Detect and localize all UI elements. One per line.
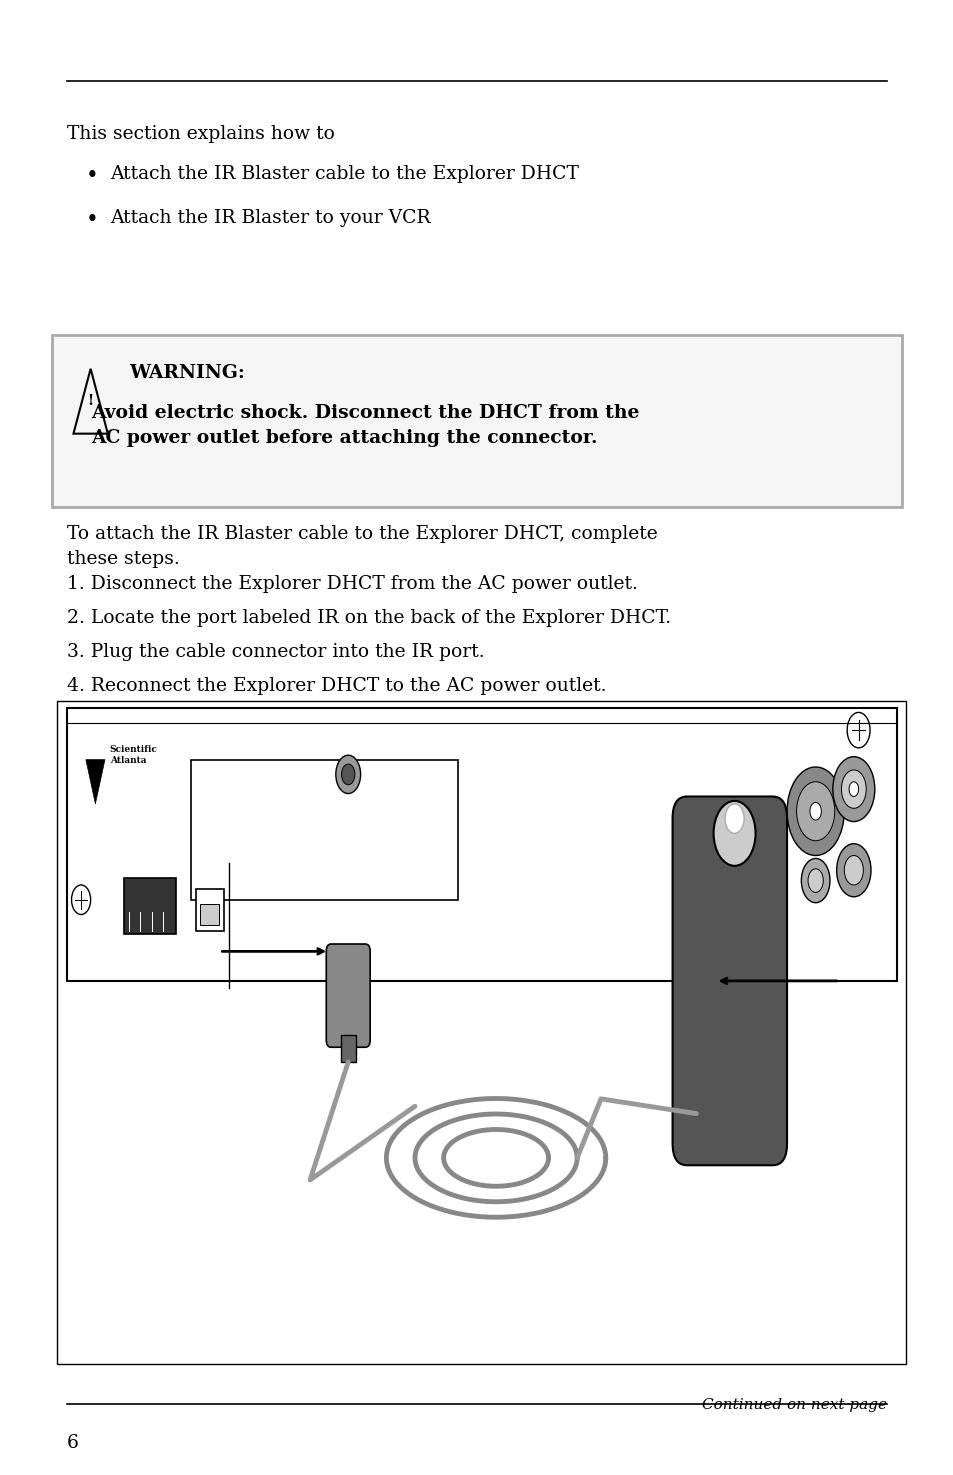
Circle shape [836, 844, 870, 897]
Text: Attach the IR Blaster to your VCR: Attach the IR Blaster to your VCR [110, 209, 430, 227]
Circle shape [724, 804, 743, 833]
Circle shape [848, 782, 858, 796]
Bar [57, 701, 905, 1364]
Circle shape [807, 869, 822, 892]
Text: Attach the IR Blaster cable to the Explorer DHCT: Attach the IR Blaster cable to the Explo… [110, 165, 578, 183]
Text: Avoid electric shock. Disconnect the DHCT from the
AC power outlet before attach: Avoid electric shock. Disconnect the DHC… [91, 404, 639, 447]
Circle shape [843, 855, 862, 885]
FancyBboxPatch shape [52, 335, 901, 507]
Text: To attach the IR Blaster cable to the Explorer DHCT, complete
these steps.: To attach the IR Blaster cable to the Ex… [67, 525, 657, 568]
Text: •: • [86, 165, 98, 187]
Text: !: ! [88, 394, 93, 409]
Text: 2. Locate the port labeled IR on the back of the Explorer DHCT.: 2. Locate the port labeled IR on the bac… [67, 609, 670, 627]
Circle shape [809, 802, 821, 820]
FancyBboxPatch shape [326, 944, 370, 1047]
FancyBboxPatch shape [672, 796, 786, 1165]
Text: This section explains how to: This section explains how to [67, 125, 335, 143]
Circle shape [841, 770, 865, 808]
Text: 6: 6 [67, 1434, 78, 1451]
Circle shape [832, 757, 874, 822]
Text: 1. Disconnect the Explorer DHCT from the AC power outlet.: 1. Disconnect the Explorer DHCT from the… [67, 575, 637, 593]
Bar [200, 904, 219, 925]
Bar [191, 760, 457, 900]
Circle shape [786, 767, 843, 855]
Circle shape [713, 801, 755, 866]
Text: Continued on next page: Continued on next page [701, 1398, 886, 1412]
Bar [195, 889, 224, 931]
Polygon shape [86, 760, 105, 804]
Bar [67, 708, 896, 981]
Text: WARNING:: WARNING: [129, 364, 244, 382]
Circle shape [801, 858, 829, 903]
Circle shape [341, 764, 355, 785]
Text: 4. Reconnect the Explorer DHCT to the AC power outlet.: 4. Reconnect the Explorer DHCT to the AC… [67, 677, 606, 695]
Text: 3. Plug the cable connector into the IR port.: 3. Plug the cable connector into the IR … [67, 643, 484, 661]
Bar [340, 1035, 355, 1062]
Text: •: • [86, 209, 98, 232]
Bar [124, 878, 176, 934]
Text: Scientific
Atlanta: Scientific Atlanta [110, 745, 157, 766]
Circle shape [796, 782, 834, 841]
Circle shape [335, 755, 360, 794]
